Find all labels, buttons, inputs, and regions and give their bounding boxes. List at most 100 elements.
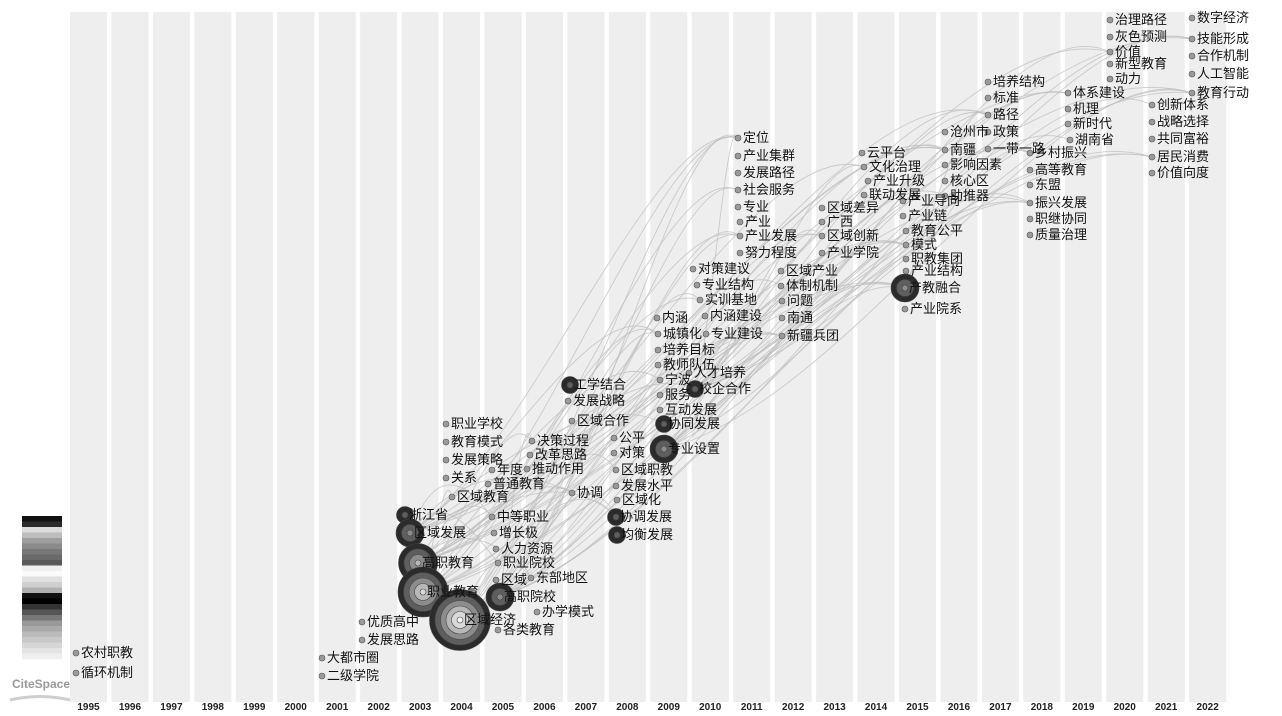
keyword-node-97 [1026,166,1034,174]
keyword-node-35 [610,449,618,457]
node-dot [1148,153,1156,161]
node-dot [612,466,620,474]
keyword-label: 关系 [451,471,477,486]
year-label-2013: 2013 [823,702,846,713]
year-band-2018 [1023,12,1061,702]
scale-step [22,587,62,594]
keyword-node-58 [734,152,742,160]
keyword-label: 协同发展 [668,416,720,432]
keyword-node-83 [902,267,910,275]
scale-step [22,538,62,544]
node-dot [653,314,661,322]
node-dot [494,559,502,567]
keyword-node-48 [655,415,673,433]
year-band-2008 [608,12,646,702]
node-dot [490,529,498,537]
year-label-2005: 2005 [492,702,515,713]
keyword-label: 体制机制 [786,279,838,294]
scale-step [22,626,62,632]
keyword-label: 发展思路 [367,632,419,648]
co-occurrence-link [417,491,617,564]
keyword-label: 区域差异 [827,201,879,216]
node-ring [496,593,504,601]
co-occurrence-link [499,197,904,598]
co-occurrence-link [409,484,493,534]
keyword-label: 战略选择 [1157,114,1209,130]
keyword-node-99 [1026,199,1034,207]
keyword-node-120 [1188,89,1196,97]
co-occurrence-link [694,89,1193,390]
keyword-label: 高职教育 [422,555,474,571]
keyword-node-34 [610,434,618,442]
keyword-node-13 [442,456,450,464]
node-dot [778,297,786,305]
keyword-label: 中等职业 [497,509,549,525]
year-label-2003: 2003 [409,702,432,713]
keyword-node-102 [1064,89,1072,97]
co-occurrence-link [499,433,533,598]
keyword-node-93 [984,111,992,119]
keyword-label: 培养目标 [663,342,715,358]
keyword-node-14 [442,474,450,482]
node-dot [72,649,80,657]
keyword-label: 工学结合 [574,377,626,393]
keyword-label: 互动发展 [665,402,717,418]
node-dot [860,191,868,199]
node-dot [899,212,907,220]
year-band-2002 [360,12,398,702]
color-scale-bar [22,516,62,660]
keyword-label: 职业院校 [503,555,555,571]
year-label-1996: 1996 [119,702,142,713]
keyword-label: 东部地区 [536,571,588,586]
node-dot [318,672,326,680]
keyword-label: 职教集团 [911,251,963,267]
node-dot [492,545,500,553]
node-dot [1106,60,1114,68]
keyword-label: 产业升级 [873,174,925,189]
keyword-node-59 [734,169,742,177]
co-occurrence-link [409,413,665,534]
keyword-label: 内涵建设 [710,308,762,324]
co-occurrence-link [663,164,865,450]
year-bands [70,12,1227,702]
keyword-label: 宁波 [665,372,691,388]
keyword-label: 产业集群 [743,148,795,164]
scale-step [22,560,62,566]
keyword-node-98 [1026,181,1034,189]
node-ring [612,513,620,521]
keyword-label: 新疆兵团 [787,328,839,344]
co-occurrence-link [904,149,1031,289]
citespace-logo-swoosh [9,695,71,702]
keyword-node-63 [736,232,744,240]
node-dot [1188,14,1196,22]
year-label-2021: 2021 [1155,702,1178,713]
co-occurrence-link [459,279,782,621]
keyword-label: 云平台 [867,146,906,161]
keyword-node-113 [1148,135,1156,143]
keyword-label: 区域合作 [577,414,629,429]
year-label-2008: 2008 [616,702,639,713]
node-dot [568,417,576,425]
node-dot [1148,169,1156,177]
node-dot [318,654,326,662]
node-dot [902,267,910,275]
keyword-node-46 [656,391,664,399]
scale-step [22,532,62,539]
co-occurrence-link [417,48,1111,564]
year-label-2018: 2018 [1031,702,1054,713]
node-dot [1188,52,1196,60]
node-dot [656,391,664,399]
co-occurrence-link [409,86,1193,534]
keyword-label: 质量治理 [1035,228,1087,243]
keyword-label: 区域发展 [414,525,466,541]
scale-step [22,637,62,643]
co-occurrence-link [694,190,946,390]
node-dot [656,376,664,384]
node-dot [654,361,662,369]
node-dot [654,346,662,354]
keyword-node-104 [1064,120,1072,128]
keyword-node-96 [1026,149,1034,157]
year-label-2007: 2007 [575,702,598,713]
keyword-label: 共同富裕 [1157,131,1209,147]
node-dot [72,669,80,677]
